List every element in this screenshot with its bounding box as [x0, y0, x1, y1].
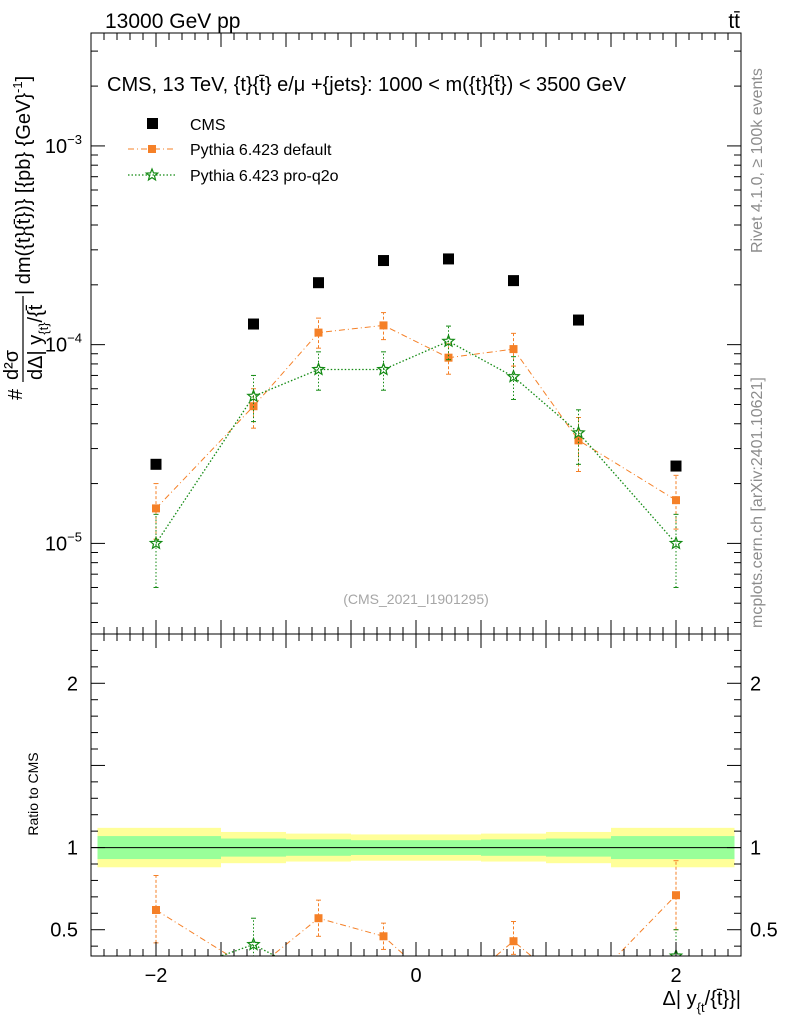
legend-entry-pythia-default: Pythia 6.423 default — [128, 142, 332, 159]
main-y-tick-label: 10−5 — [45, 529, 82, 555]
ratio-plot-frame — [90, 633, 742, 957]
main-ticks: 10−5 10−4 10−3 — [45, 33, 742, 634]
main-cms-point — [150, 458, 162, 470]
ratio-y-axis-label: Ratio to CMS — [25, 752, 41, 835]
ratio-pythia-6-423-default-point — [152, 906, 160, 914]
ratio-series — [152, 860, 684, 999]
main-pythia-6-423-pro-q2o-point — [668, 535, 684, 550]
ratio-pythia-6-423-pro-q2o-line — [219, 943, 676, 956]
ratio-y-tick-label: 2 — [67, 673, 78, 695]
ratio-panel: −2 0 2 0.5 0.5 1 1 2 2 Ratio to CMS Δ| y{t/{t̄}}… — [25, 633, 778, 1015]
mcplots-label: mcplots.cern.ch [arXiv:2401.10621] — [749, 377, 766, 628]
main-pythia-6-423-default-point — [574, 436, 583, 445]
ratio-pythia-6-423-pro-q2o-point — [378, 973, 389, 984]
ratio-y-tick-label: 1 — [67, 838, 78, 860]
rivet-version-label: Rivet 4.1.0, ≥ 100k events — [749, 68, 766, 253]
legend-label-cms: CMS — [190, 117, 226, 134]
main-cms-point — [378, 255, 389, 267]
ratio-x-tick-label: 0 — [410, 965, 421, 987]
ratio-pythia-6-423-default-point — [672, 891, 680, 900]
ratio-pythia-6-423-pro-q2o-point — [573, 973, 584, 984]
ratio-pythia-6-423-default-point — [250, 967, 258, 975]
process-label: tt̄ — [728, 10, 740, 33]
legend-marker-pythia-pro-q2o — [144, 167, 160, 182]
ratio-y-tick-label: 0.5 — [50, 920, 78, 942]
main-pythia-6-423-default-point — [314, 328, 323, 337]
main-series — [148, 253, 684, 588]
y-label-tail: | dm({t}{t̄})} [{pb} {GeV}-1] — [10, 76, 35, 295]
legend-marker-cms — [147, 118, 158, 129]
ratio-pythia-6-423-default-point — [509, 937, 518, 946]
ratio-x-tick-label: 2 — [670, 965, 681, 987]
legend-marker-pythia-default — [148, 145, 156, 153]
ratio-pythia-6-423-pro-q2o-point — [443, 973, 454, 984]
ratio-pythia-6-423-default-point — [445, 991, 453, 999]
ratio-pythia-6-423-default-point — [379, 932, 388, 941]
ratio-pythia-6-423-pro-q2o-point — [668, 948, 684, 956]
main-pythia-6-423-pro-q2o-point — [148, 535, 164, 550]
ratio-y-tick-label-right: 0.5 — [750, 920, 778, 942]
main-pythia-6-423-pro-q2o-point — [376, 361, 391, 376]
main-cms-point — [573, 314, 584, 326]
ratio-y-tick-label-right: 1 — [750, 838, 761, 860]
legend-star-shape — [144, 167, 160, 182]
legend-entry-cms: CMS — [147, 117, 226, 134]
ratio-x-axis-label: Δ| y{t/{t̄}}| — [663, 988, 741, 1015]
main-pythia-6-423-pro-q2o-line — [155, 340, 677, 544]
main-pythia-6-423-default-point — [444, 353, 453, 362]
main-cms-point — [313, 277, 324, 289]
main-cms-point — [443, 253, 454, 265]
y-label-prefix: # — [5, 388, 27, 400]
main-pythia-6-423-pro-q2o-point — [506, 369, 521, 383]
ratio-y-tick-label-right: 2 — [750, 673, 761, 695]
y-label-denominator: dΔ| y{t}/{t̄ — [25, 304, 51, 380]
main-plot-title: CMS, 13 TeV, {t}{t̄} e/μ +{jets}: 1000 <… — [107, 74, 627, 96]
main-y-tick-label: 10−3 — [45, 132, 82, 158]
main-pythia-6-423-default-point — [152, 504, 160, 513]
y-label-numerator: d²σ — [1, 349, 23, 380]
ratio-pythia-6-423-pro-q2o-point — [508, 973, 519, 984]
legend-entry-pythia-pro-q2o: Pythia 6.423 pro-q2o — [128, 167, 339, 185]
main-pythia-6-423-default-point — [379, 321, 388, 330]
ratio-pythia-6-423-pro-q2o-point — [313, 973, 324, 984]
ratio-pythia-6-423-default-point — [314, 914, 323, 923]
watermark-label: (CMS_2021_I1901295) — [343, 591, 489, 607]
main-plot-frame — [90, 32, 742, 635]
main-pythia-6-423-default-line — [155, 324, 677, 509]
ratio-pythia-6-423-default-point — [575, 991, 583, 999]
legend: CMS Pythia 6.423 default Pythia 6.423 pr… — [128, 117, 339, 185]
main-y-axis-label: # d²σ dΔ| y{t}/{t̄ | dm({t}{t̄})} [{pb} … — [1, 76, 51, 400]
main-pythia-6-423-pro-q2o-point — [311, 361, 326, 376]
main-panel: 10−5 10−4 10−3 CMS, 13 TeV, {t}{t̄} e/μ +{… — [1, 32, 742, 635]
main-cms-point — [670, 460, 682, 472]
main-cms-point — [508, 275, 519, 287]
ratio-ticks: −2 0 2 0.5 0.5 1 1 2 2 — [50, 633, 778, 987]
main-pythia-6-423-pro-q2o-point — [441, 333, 456, 348]
main-pythia-6-423-pro-q2o-point — [571, 425, 586, 440]
legend-label-pythia-pro-q2o: Pythia 6.423 pro-q2o — [190, 168, 339, 185]
main-pythia-6-423-default-point — [509, 345, 518, 354]
energy-label: 13000 GeV pp — [105, 10, 240, 33]
main-y-tick-label: 10−4 — [45, 331, 82, 357]
ratio-x-tick-label: −2 — [145, 965, 168, 987]
main-pythia-6-423-pro-q2o-point — [246, 388, 261, 403]
main-pythia-6-423-default-point — [672, 496, 680, 505]
legend-label-pythia-default: Pythia 6.423 default — [190, 142, 332, 159]
ratio-pythia-6-423-pro-q2o-point — [246, 936, 261, 951]
main-cms-point — [248, 318, 259, 330]
